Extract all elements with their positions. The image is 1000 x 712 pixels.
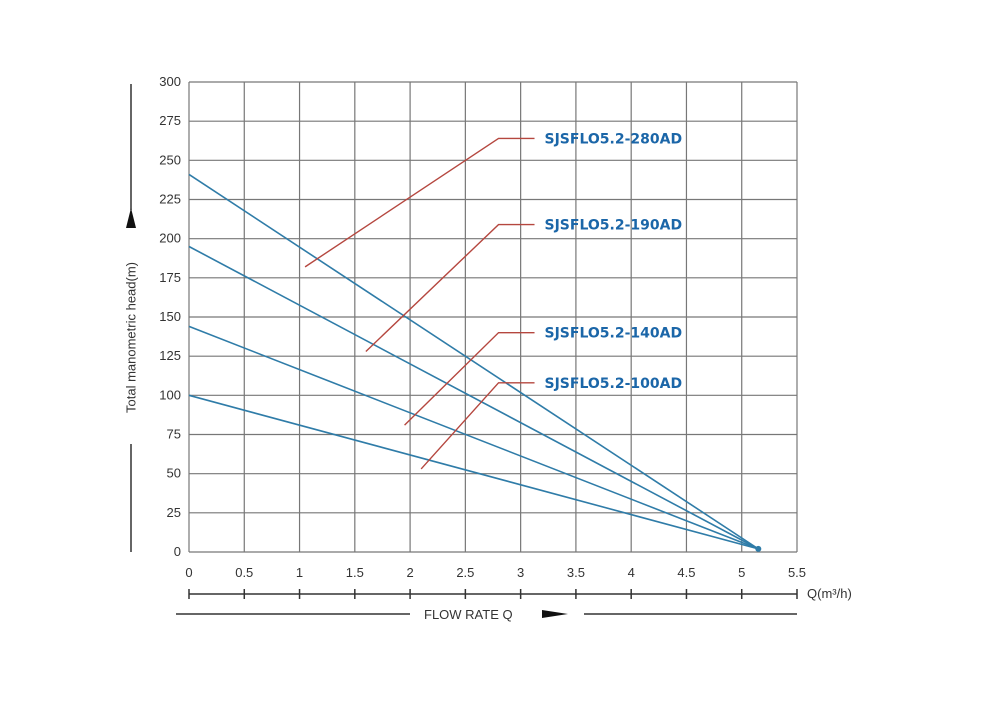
- series-labels: SJSFLO5.2-280AD SJSFLO5.2-190AD SJSFLO5.2-…: [545, 131, 683, 391]
- y-axis-ticks: 0 25 50 75 100 125 150 175 200 225 250 275 300: [159, 74, 181, 559]
- y-tick-label: 50: [167, 466, 181, 481]
- series-leader-line: [420, 382, 535, 470]
- y-tick-label: 75: [167, 427, 181, 442]
- x-tick-label: 5: [738, 565, 745, 580]
- x-tick-label: 3: [517, 565, 524, 580]
- y-axis-title-group: Total manometric head(m): [124, 84, 139, 552]
- x-tick-label: 0: [185, 565, 192, 580]
- series-lines: [188, 173, 762, 552]
- x-tick-label: 1.5: [346, 565, 364, 580]
- series-leader-line: [304, 137, 535, 268]
- up-arrow-icon: [126, 208, 136, 228]
- series-leader-line: [365, 223, 535, 352]
- series-label: SJSFLO5.2-190AD: [545, 218, 683, 234]
- x-tick-label: 0.5: [235, 565, 253, 580]
- x-tick-label: 2.5: [456, 565, 474, 580]
- x-tick-label: 4.5: [677, 565, 695, 580]
- series-label: SJSFLO5.2-100AD: [545, 376, 683, 392]
- y-tick-label: 150: [159, 309, 181, 324]
- series-label: SJSFLO5.2-280AD: [545, 131, 683, 147]
- series-label: SJSFLO5.2-140AD: [545, 326, 683, 342]
- y-tick-label: 25: [167, 505, 181, 520]
- series-leader-line: [404, 331, 535, 426]
- y-tick-label: 225: [159, 192, 181, 207]
- x-unit-label: Q(m³/h): [807, 586, 852, 601]
- series-line: [188, 173, 759, 550]
- x-tick-label: 4: [628, 565, 635, 580]
- y-tick-label: 250: [159, 152, 181, 167]
- x-tick-label: 1: [296, 565, 303, 580]
- y-axis-title: Total manometric head(m): [124, 262, 139, 413]
- series-line: [188, 325, 759, 550]
- x-axis-title: FLOW RATE Q: [424, 607, 513, 622]
- x-scale-bar: Q(m³/h): [188, 586, 852, 601]
- y-tick-label: 0: [174, 544, 181, 559]
- x-tick-label: 2: [406, 565, 413, 580]
- y-tick-label: 100: [159, 387, 181, 402]
- grid: [188, 81, 798, 553]
- y-tick-label: 275: [159, 113, 181, 128]
- series-line: [188, 394, 759, 550]
- x-axis-title-group: FLOW RATE Q: [176, 607, 797, 622]
- convergence-point: [755, 545, 762, 552]
- y-tick-label: 200: [159, 231, 181, 246]
- x-tick-label: 3.5: [567, 565, 585, 580]
- series-leaders: [304, 137, 535, 470]
- right-arrow-icon: [542, 610, 568, 618]
- series-line: [188, 245, 759, 550]
- x-axis-ticks: 0 0.5 1 1.5 2 2.5 3 3.5 4 4.5 5 5.5: [185, 565, 806, 580]
- x-tick-label: 5.5: [788, 565, 806, 580]
- y-tick-label: 300: [159, 74, 181, 89]
- y-tick-label: 125: [159, 348, 181, 363]
- y-tick-label: 175: [159, 270, 181, 285]
